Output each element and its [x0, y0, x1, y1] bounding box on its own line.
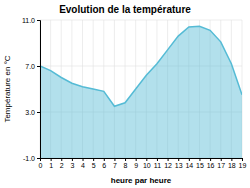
tick-label: 19	[239, 162, 247, 169]
tick: -1.0	[23, 155, 40, 162]
axis-line	[41, 159, 243, 162]
tick: 7.0	[25, 63, 40, 70]
tick: 6	[102, 158, 106, 169]
tick: 0	[39, 158, 43, 169]
tick: 11	[154, 158, 161, 169]
tick-mark	[104, 158, 105, 161]
tick-mark	[37, 66, 40, 67]
chart: 012345678910111213141516171819-1.03.07.0…	[0, 0, 250, 188]
tick: 13	[175, 158, 183, 169]
tick: 18	[228, 158, 236, 169]
tick-mark	[178, 158, 179, 161]
tick-mark	[61, 158, 62, 161]
line	[40, 26, 242, 106]
tick-label: 11	[154, 162, 161, 169]
tick: 14	[185, 158, 193, 169]
tick-label: 10	[143, 162, 151, 169]
tick: 5	[92, 158, 96, 169]
tick-label: 15	[196, 162, 204, 169]
tick: 2	[60, 158, 64, 169]
tick-mark	[231, 158, 232, 161]
tick-mark	[83, 158, 84, 161]
tick-mark	[136, 158, 137, 161]
tick-mark	[93, 158, 94, 161]
title: Evolution de la température	[59, 4, 191, 15]
x-axis: 012345678910111213141516171819	[39, 158, 247, 169]
tick-mark	[114, 158, 115, 161]
tick-mark	[125, 158, 126, 161]
tick-mark	[37, 158, 40, 159]
tick-label: 14	[185, 162, 193, 169]
tick-label: 17	[217, 162, 225, 169]
tick: 11.0	[22, 17, 40, 24]
tick-mark	[146, 158, 147, 161]
tick: 3	[70, 158, 74, 169]
tick-label: 5	[92, 162, 96, 169]
tick-label: 2	[60, 162, 64, 169]
tick-mark	[242, 158, 243, 161]
tick: 9	[134, 158, 138, 169]
tick-mark	[51, 158, 52, 161]
tick-mark	[189, 158, 190, 161]
tick: 16	[207, 158, 215, 169]
tick-label: 3.0	[25, 109, 35, 116]
tick-label: 13	[175, 162, 183, 169]
tick: 1	[49, 158, 53, 169]
tick-label: 3	[70, 162, 74, 169]
tick: 17	[217, 158, 225, 169]
tick-label: 6	[102, 162, 106, 169]
axis-line	[37, 21, 41, 159]
tick-label: 8	[124, 162, 128, 169]
tick-mark	[168, 158, 169, 161]
tick: 3.0	[25, 109, 40, 116]
tick-label: 1	[49, 162, 53, 169]
grid-line	[40, 20, 242, 21]
tick-mark	[199, 158, 200, 161]
tick: 19	[239, 158, 247, 169]
tick-label: 16	[207, 162, 215, 169]
tick-label: 11.0	[22, 17, 35, 24]
tick-mark	[37, 20, 40, 21]
tick-mark	[157, 158, 158, 161]
tick: 15	[196, 158, 204, 169]
tick-label: 18	[228, 162, 236, 169]
tick: 8	[124, 158, 128, 169]
tick-label: 9	[134, 162, 138, 169]
area	[40, 26, 242, 158]
grid	[40, 20, 242, 158]
y-axis: -1.0 3.0 7.0 11.0	[22, 17, 41, 162]
tick-label: 4	[81, 162, 85, 169]
tick-label: 7.0	[25, 63, 35, 70]
tick-label: -1.0	[23, 155, 35, 162]
tick-mark	[72, 158, 73, 161]
y-axis-title: Température en °C	[3, 55, 12, 122]
tick: 12	[164, 158, 172, 169]
plot-area	[40, 26, 242, 158]
tick: 10	[143, 158, 151, 169]
tick-mark	[37, 112, 40, 113]
tick-label: 12	[164, 162, 172, 169]
tick-mark	[221, 158, 222, 161]
tick-mark	[210, 158, 211, 161]
tick-label: 0	[39, 162, 43, 169]
tick-label: 7	[113, 162, 117, 169]
x-axis-title: heure par heure	[111, 176, 172, 185]
tick: 4	[81, 158, 85, 169]
tick: 7	[113, 158, 117, 169]
